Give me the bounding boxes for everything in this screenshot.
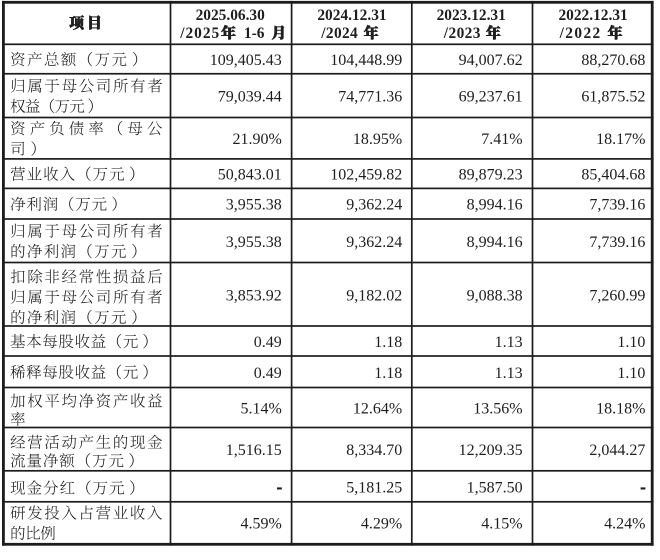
- svg-text:3,853.92: 3,853.92: [226, 287, 282, 304]
- svg-text:12.64%: 12.64%: [353, 401, 402, 418]
- svg-text:/2023: /2023: [443, 25, 481, 42]
- svg-text:2025.06.30: 2025.06.30: [196, 7, 266, 24]
- svg-text:88,270.68: 88,270.68: [581, 52, 645, 69]
- svg-text:9,362.24: 9,362.24: [346, 234, 402, 251]
- svg-text:3,955.38: 3,955.38: [226, 234, 282, 251]
- svg-text:1.10: 1.10: [617, 365, 645, 382]
- svg-text:8,994.16: 8,994.16: [467, 197, 523, 214]
- svg-text:50,843.01: 50,843.01: [218, 167, 282, 184]
- svg-text:4.59%: 4.59%: [240, 516, 281, 533]
- svg-text:18.17%: 18.17%: [596, 131, 645, 148]
- svg-text:9,088.38: 9,088.38: [467, 287, 523, 304]
- svg-text:1.18: 1.18: [374, 334, 402, 351]
- svg-text:18.95%: 18.95%: [353, 131, 402, 148]
- svg-text:18.18%: 18.18%: [596, 401, 645, 418]
- svg-text:4.15%: 4.15%: [481, 516, 522, 533]
- svg-text:104,448.99: 104,448.99: [330, 52, 402, 69]
- svg-text:85,404.68: 85,404.68: [581, 167, 645, 184]
- svg-text:3,955.38: 3,955.38: [226, 197, 282, 214]
- svg-text:69,237.61: 69,237.61: [459, 89, 523, 106]
- svg-text:94,007.62: 94,007.62: [459, 52, 523, 69]
- svg-text:4.29%: 4.29%: [361, 516, 402, 533]
- svg-text:5.14%: 5.14%: [240, 401, 281, 418]
- svg-text:1.13: 1.13: [495, 334, 523, 351]
- svg-text:0.49: 0.49: [254, 334, 282, 351]
- svg-text:1.13: 1.13: [495, 365, 523, 382]
- svg-text:2024.12.31: 2024.12.31: [317, 7, 386, 24]
- svg-text:1.10: 1.10: [617, 334, 645, 351]
- svg-text:7,739.16: 7,739.16: [589, 197, 645, 214]
- svg-text:7,739.16: 7,739.16: [589, 234, 645, 251]
- svg-text:/2024: /2024: [320, 25, 358, 42]
- svg-text:102,459.82: 102,459.82: [330, 167, 402, 184]
- svg-text:21.90%: 21.90%: [232, 131, 281, 148]
- svg-text:1.18: 1.18: [374, 365, 402, 382]
- svg-text:1,587.50: 1,587.50: [467, 479, 523, 496]
- svg-text:8,334.70: 8,334.70: [346, 442, 402, 459]
- svg-text:4.24%: 4.24%: [604, 516, 645, 533]
- svg-text:79,039.44: 79,039.44: [218, 89, 282, 106]
- svg-text:1,516.15: 1,516.15: [226, 442, 282, 459]
- svg-text:13.56%: 13.56%: [473, 401, 522, 418]
- svg-text:109,405.43: 109,405.43: [210, 52, 282, 69]
- svg-text:2,044.27: 2,044.27: [589, 442, 645, 459]
- svg-text:9,182.02: 9,182.02: [346, 287, 402, 304]
- svg-text:8,994.16: 8,994.16: [467, 234, 523, 251]
- svg-text:/2022: /2022: [559, 25, 602, 42]
- svg-text:/2025: /2025: [179, 25, 220, 42]
- svg-text:5,181.25: 5,181.25: [346, 479, 402, 496]
- svg-text:0.49: 0.49: [254, 365, 282, 382]
- svg-text:12,209.35: 12,209.35: [459, 442, 523, 459]
- svg-text:89,879.23: 89,879.23: [459, 167, 523, 184]
- svg-text:7,260.99: 7,260.99: [589, 287, 645, 304]
- svg-text:2023.12.31: 2023.12.31: [437, 7, 506, 24]
- svg-text:2022.12.31: 2022.12.31: [558, 7, 627, 24]
- svg-text:7.41%: 7.41%: [481, 131, 522, 148]
- svg-text:61,875.52: 61,875.52: [581, 89, 645, 106]
- svg-text:74,771.36: 74,771.36: [338, 89, 402, 106]
- svg-text:1-6: 1-6: [244, 25, 265, 42]
- svg-text:9,362.24: 9,362.24: [346, 197, 402, 214]
